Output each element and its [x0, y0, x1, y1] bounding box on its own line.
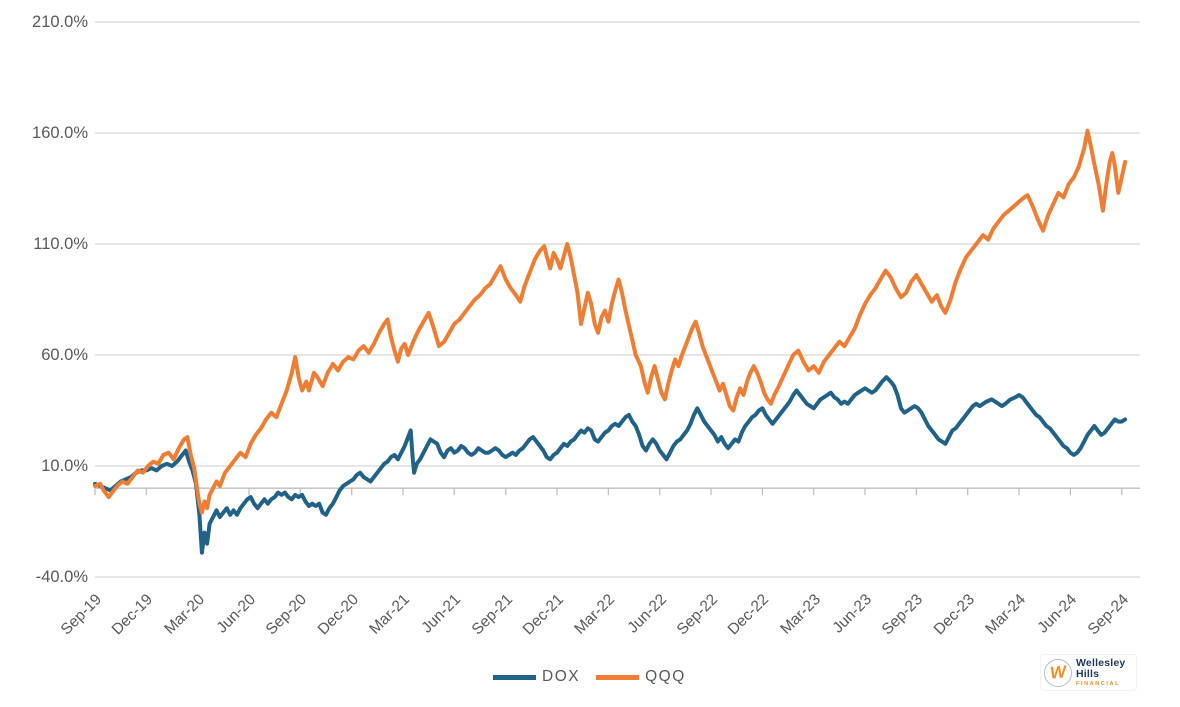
- y-axis-label: 160.0%: [32, 124, 88, 142]
- logo-w-icon: W: [1044, 658, 1072, 687]
- y-axis-label: 60.0%: [41, 346, 88, 364]
- y-axis-label: 10.0%: [41, 457, 88, 475]
- qqq-legend-swatch: [596, 674, 640, 680]
- dox-legend-label: DOX: [542, 668, 581, 685]
- y-axis-label: 210.0%: [32, 13, 88, 31]
- logo-wordmark: Wellesley Hills FINANCIAL: [1076, 656, 1126, 687]
- chart-legend: DOX QQQ: [493, 668, 686, 686]
- y-axis-label: -40.0%: [35, 568, 88, 586]
- qqq-legend-label: QQQ: [645, 668, 686, 685]
- dox-legend-swatch: [493, 674, 536, 680]
- wellesley-hills-financial-logo: W Wellesley Hills FINANCIAL: [1040, 654, 1137, 691]
- qqq-line-series: [93, 128, 1128, 515]
- y-axis-label: 110.0%: [33, 235, 88, 253]
- dox-line-series: [93, 375, 1128, 555]
